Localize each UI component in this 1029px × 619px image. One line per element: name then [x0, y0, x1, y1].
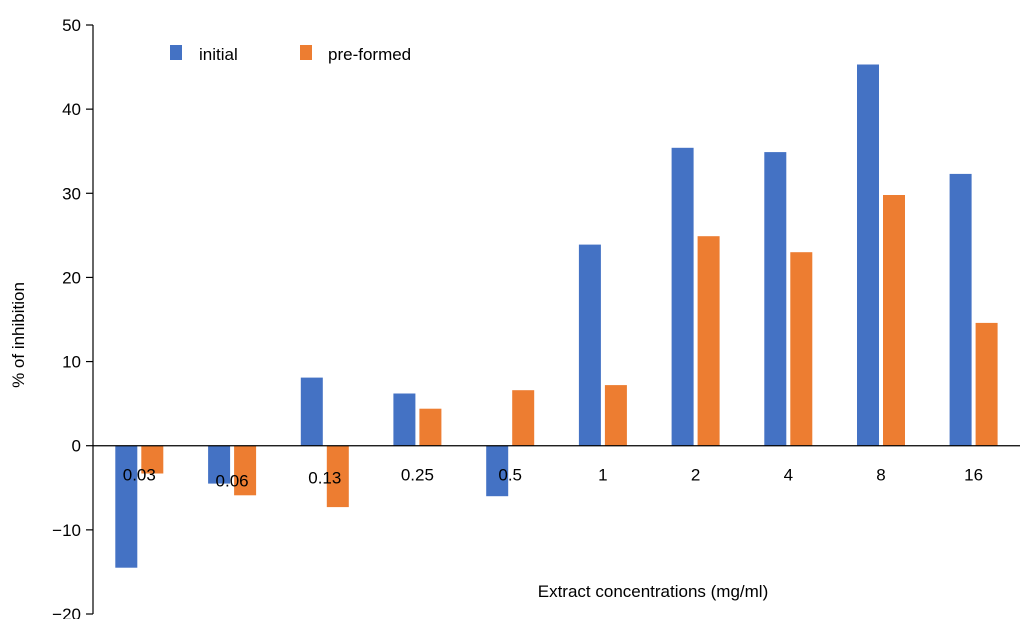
category-labels: 0.03 0.06 0.13 0.25 0.5 1 2 4 8 16 — [123, 466, 983, 491]
bar-pre-formed-0.5 — [512, 390, 535, 446]
bar-initial-0.13 — [300, 377, 323, 446]
x-tick-label: 1 — [598, 466, 607, 485]
x-tick-label: 0.03 — [123, 466, 156, 485]
bar-initial-0.25 — [393, 393, 416, 446]
x-tick-label: 0.25 — [401, 466, 434, 485]
x-tick-label: 2 — [691, 466, 700, 485]
y-tick-label: 0 — [72, 437, 81, 456]
legend: initial pre-formed — [170, 45, 411, 64]
y-tick-label: −10 — [52, 521, 81, 540]
bar-initial-0.03 — [115, 445, 138, 568]
y-axis-title: % of inhibition — [9, 282, 28, 388]
bar-pre-formed-16 — [975, 322, 998, 446]
bar-initial-2 — [671, 147, 694, 446]
bar-initial-16 — [949, 173, 972, 446]
y-tick-label: 20 — [62, 268, 81, 287]
x-tick-label: 16 — [964, 466, 983, 485]
bar-initial-8 — [857, 64, 879, 446]
bar-initial-1 — [578, 244, 601, 446]
x-tick-label: 0.5 — [498, 466, 522, 485]
y-axis: 50 40 30 20 10 0 −10 −20 — [52, 16, 94, 619]
bar-pre-formed-0.03 — [141, 445, 164, 474]
y-tick-label: 50 — [62, 16, 81, 35]
bars — [115, 64, 998, 568]
bar-initial-4 — [764, 152, 787, 446]
y-tick-label: 30 — [62, 184, 81, 203]
bar-pre-formed-1 — [604, 385, 627, 446]
legend-swatch-pre-formed — [300, 45, 312, 60]
x-tick-label: 0.06 — [216, 472, 249, 491]
x-tick-label: 0.13 — [308, 469, 341, 488]
legend-swatch-initial — [170, 45, 182, 60]
bar-initial-0.5 — [486, 445, 509, 497]
y-tick-label: 10 — [62, 353, 81, 372]
y-tick-label: 40 — [62, 100, 81, 119]
bar-pre-formed-8 — [883, 195, 905, 446]
x-tick-label: 4 — [784, 466, 793, 485]
bar-pre-formed-0.13 — [326, 445, 349, 508]
bar-pre-formed-4 — [790, 252, 813, 446]
x-tick-label: 8 — [876, 466, 885, 485]
bar-initial-0.06 — [208, 445, 231, 484]
bar-pre-formed-0.06 — [234, 445, 257, 496]
bar-pre-formed-2 — [697, 236, 720, 446]
legend-label-pre-formed: pre-formed — [328, 45, 411, 64]
bar-pre-formed-0.25 — [419, 408, 442, 446]
y-tick-label: −20 — [52, 605, 81, 619]
x-axis-title: Extract concentrations (mg/ml) — [538, 582, 769, 601]
legend-label-initial: initial — [199, 45, 238, 64]
